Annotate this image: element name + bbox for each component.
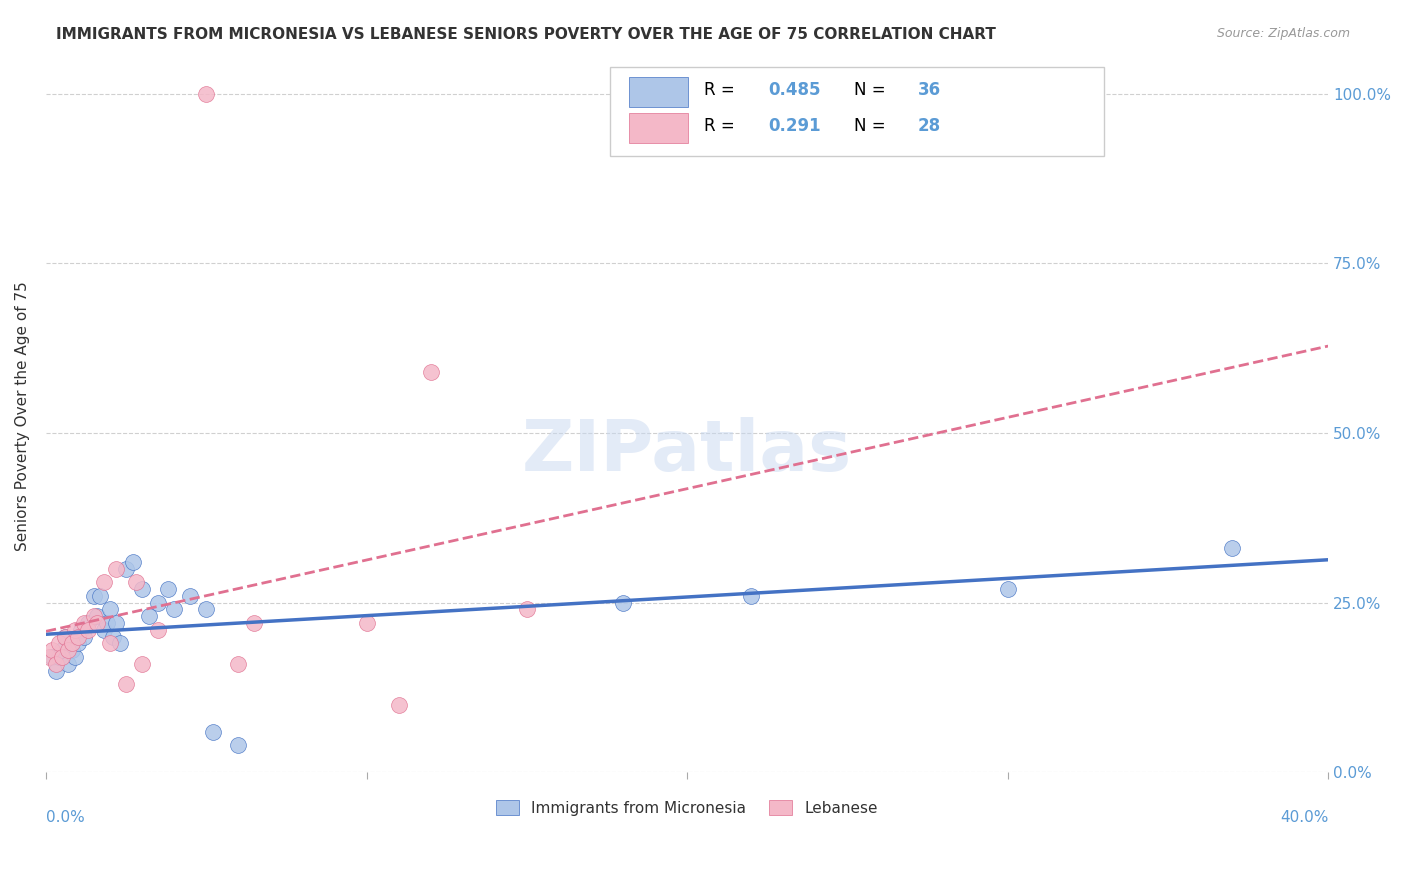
Point — [58, 657, 80, 671]
Point — [156, 582, 179, 596]
Point — [73, 630, 96, 644]
Point — [226, 738, 249, 752]
Point — [201, 724, 224, 739]
Point — [60, 636, 83, 650]
Point — [93, 575, 115, 590]
Point — [125, 575, 148, 590]
Point — [66, 636, 89, 650]
Text: IMMIGRANTS FROM MICRONESIA VS LEBANESE SENIORS POVERTY OVER THE AGE OF 75 CORREL: IMMIGRANTS FROM MICRONESIA VS LEBANESE S… — [56, 27, 995, 42]
FancyBboxPatch shape — [630, 78, 689, 107]
Point — [76, 623, 98, 637]
Point — [356, 615, 378, 630]
Point — [115, 562, 138, 576]
Point — [86, 609, 108, 624]
Text: ZIPatlas: ZIPatlas — [522, 417, 852, 486]
Point — [121, 555, 143, 569]
Point — [243, 615, 266, 630]
Point — [48, 650, 70, 665]
Point — [76, 615, 98, 630]
Point — [53, 630, 76, 644]
Point — [58, 643, 80, 657]
Y-axis label: Seniors Poverty Over the Age of 75: Seniors Poverty Over the Age of 75 — [15, 281, 30, 551]
Point — [89, 589, 111, 603]
Text: Source: ZipAtlas.com: Source: ZipAtlas.com — [1216, 27, 1350, 40]
Point — [60, 643, 83, 657]
Text: 28: 28 — [918, 117, 941, 135]
Point — [105, 615, 128, 630]
Point — [103, 630, 125, 644]
Point — [66, 630, 89, 644]
Point — [115, 677, 138, 691]
Point — [146, 623, 169, 637]
Point — [41, 643, 63, 657]
Point — [63, 650, 86, 665]
Point — [419, 365, 441, 379]
Point — [83, 589, 105, 603]
Text: N =: N = — [853, 117, 890, 135]
Point — [108, 636, 131, 650]
Point — [131, 582, 153, 596]
Text: 0.0%: 0.0% — [46, 810, 84, 825]
Point — [138, 609, 160, 624]
Text: R =: R = — [704, 81, 740, 99]
Point — [48, 636, 70, 650]
Text: 36: 36 — [918, 81, 941, 99]
Point — [179, 589, 201, 603]
FancyBboxPatch shape — [630, 113, 689, 143]
Point — [38, 650, 60, 665]
Point — [195, 602, 218, 616]
Point — [997, 582, 1019, 596]
Text: 0.485: 0.485 — [768, 81, 820, 99]
Point — [105, 562, 128, 576]
Point — [45, 664, 67, 678]
Point — [53, 630, 76, 644]
FancyBboxPatch shape — [610, 67, 1104, 156]
Point — [63, 623, 86, 637]
Point — [740, 589, 762, 603]
Point — [73, 615, 96, 630]
Point — [516, 602, 538, 616]
Text: N =: N = — [853, 81, 890, 99]
Point — [98, 602, 121, 616]
Point — [226, 657, 249, 671]
Point — [98, 636, 121, 650]
Point — [83, 609, 105, 624]
Point — [51, 643, 73, 657]
Text: 0.291: 0.291 — [768, 117, 821, 135]
Point — [51, 650, 73, 665]
Text: R =: R = — [704, 117, 740, 135]
Point — [195, 87, 218, 101]
Point — [612, 596, 634, 610]
Point — [96, 615, 118, 630]
Point — [45, 657, 67, 671]
Text: 40.0%: 40.0% — [1279, 810, 1329, 825]
Point — [70, 623, 93, 637]
Point — [146, 596, 169, 610]
Point — [163, 602, 186, 616]
Point — [93, 623, 115, 637]
Legend: Immigrants from Micronesia, Lebanese: Immigrants from Micronesia, Lebanese — [491, 794, 884, 822]
Point — [1220, 541, 1243, 556]
Point — [387, 698, 409, 712]
Point — [131, 657, 153, 671]
Point — [86, 615, 108, 630]
Point — [41, 650, 63, 665]
